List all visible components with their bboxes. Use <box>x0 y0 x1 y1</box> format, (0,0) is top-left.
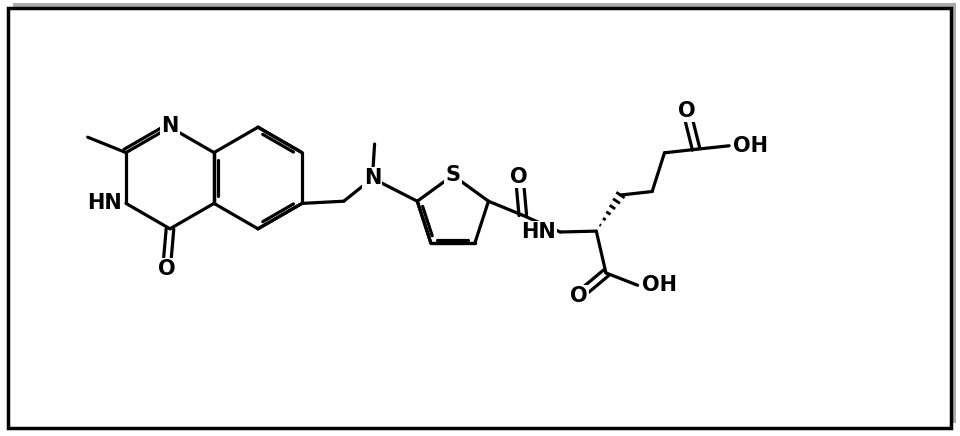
Text: HN: HN <box>521 222 556 242</box>
Text: N: N <box>161 116 179 136</box>
Text: HN: HN <box>87 194 122 213</box>
Text: O: O <box>570 286 588 306</box>
Text: O: O <box>678 101 695 121</box>
FancyBboxPatch shape <box>13 3 956 423</box>
Text: S: S <box>445 165 461 185</box>
FancyBboxPatch shape <box>8 8 951 428</box>
Text: O: O <box>157 259 176 279</box>
Text: N: N <box>364 168 381 188</box>
Text: O: O <box>511 167 528 187</box>
Text: OH: OH <box>733 136 768 156</box>
Text: OH: OH <box>641 275 677 295</box>
